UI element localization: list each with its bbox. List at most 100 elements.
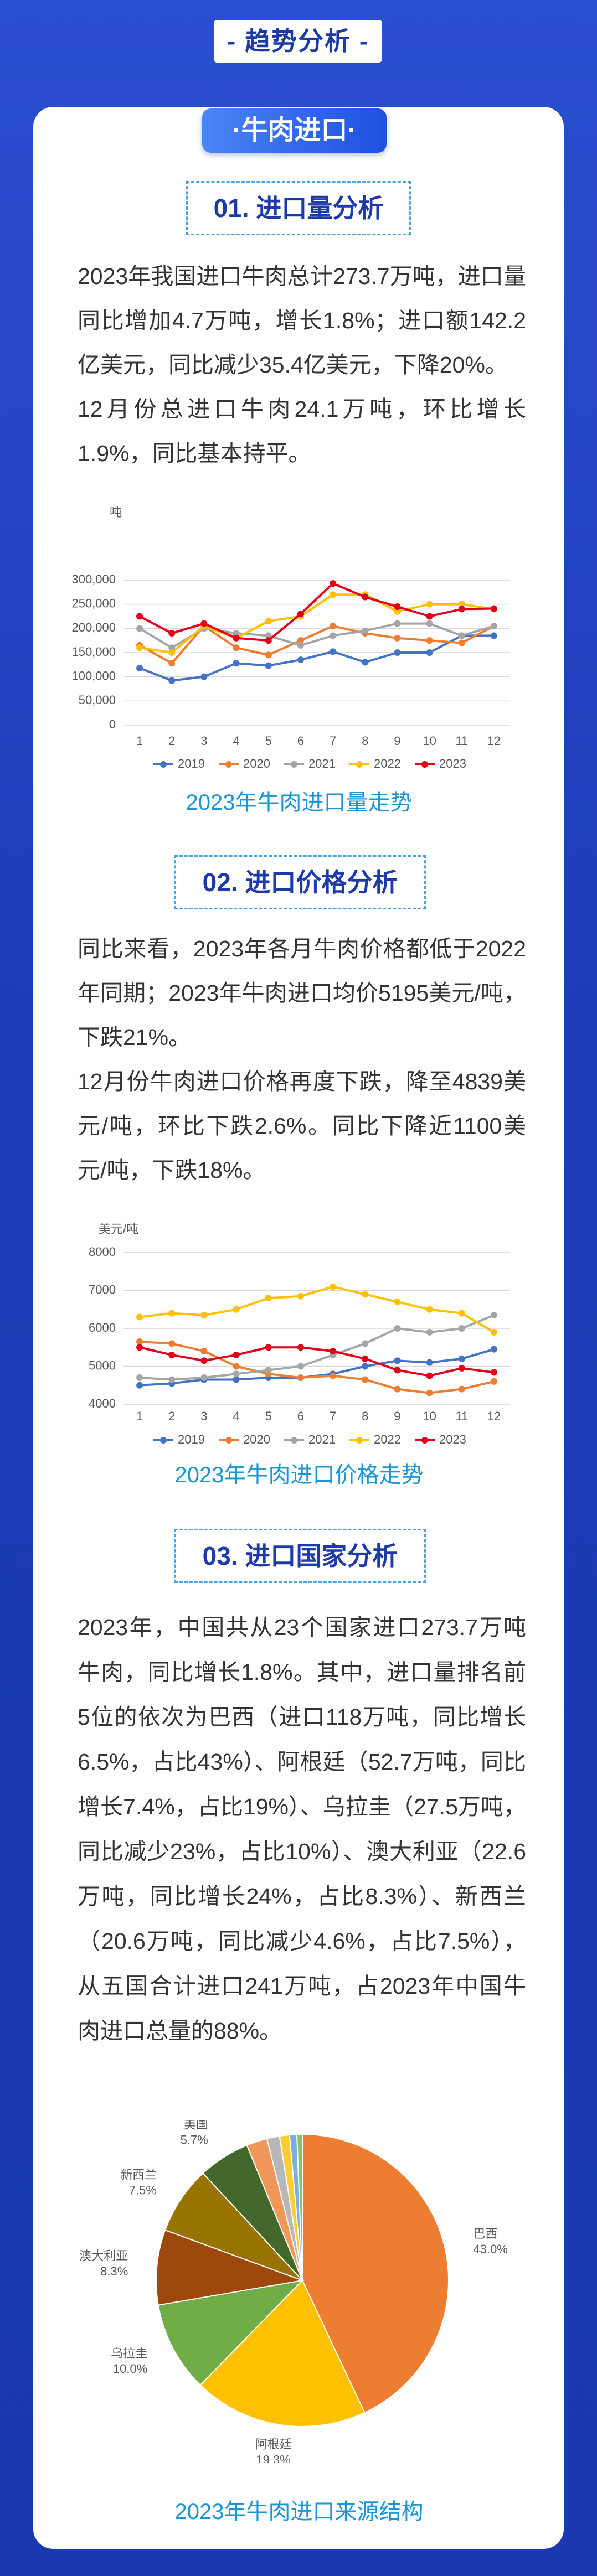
data-point (426, 601, 433, 608)
legend-marker (421, 1437, 428, 1444)
data-point (362, 1376, 369, 1383)
legend-marker (225, 761, 232, 768)
data-point (200, 620, 208, 627)
series-line (139, 634, 494, 682)
x-tick-label: 6 (297, 1409, 304, 1423)
x-tick-label: 2 (168, 734, 175, 748)
y-tick-label: 200,000 (71, 620, 116, 634)
y-tick-label: 0 (109, 717, 116, 731)
legend-label: 2023 (439, 1432, 466, 1446)
data-point (136, 1374, 143, 1382)
data-point (330, 632, 337, 639)
y-tick-label: 100,000 (71, 669, 116, 682)
data-point (233, 630, 240, 637)
data-point (297, 1344, 304, 1351)
data-point (394, 649, 401, 656)
data-point (265, 632, 272, 639)
data-point (426, 649, 433, 656)
data-point (200, 1374, 208, 1382)
paragraph-block: 2023年，中国共从23个国家进口273.7万吨牛肉，同比增长1.8%。其中，进… (78, 1605, 526, 2053)
legend-label: 2022 (374, 1432, 401, 1446)
data-point (297, 656, 304, 664)
data-point (265, 1295, 272, 1302)
slice-value-label: 10.0% (113, 2362, 147, 2376)
paragraph: 12月份牛肉进口价格再度下跌，降至4839美元/吨，环比下跌2.6%。同比下降近… (78, 1069, 526, 1183)
data-point (458, 601, 465, 608)
x-tick-label: 11 (455, 734, 468, 748)
pie-slice (199, 2279, 366, 2427)
data-point (233, 660, 240, 667)
slice-label: 巴西 (473, 2227, 497, 2241)
y-tick-label: 250,000 (71, 596, 116, 610)
data-point (200, 1348, 208, 1355)
x-tick-label: 7 (330, 734, 336, 748)
x-tick-label: 5 (265, 734, 272, 748)
data-point (265, 637, 272, 644)
pie-slice (156, 2229, 305, 2306)
legend-label: 2022 (374, 757, 401, 770)
data-point (394, 608, 401, 615)
data-point (136, 613, 143, 620)
data-point (233, 1363, 240, 1370)
data-point (136, 1382, 143, 1389)
data-point (297, 1363, 304, 1370)
data-point (168, 644, 176, 651)
data-point (458, 639, 465, 646)
x-tick-label: 6 (297, 734, 304, 748)
data-point (426, 613, 433, 620)
legend-marker (421, 761, 428, 768)
x-tick-label: 9 (394, 1409, 400, 1423)
x-tick-label: 9 (394, 734, 400, 748)
y-axis-unit: 吨 (110, 505, 122, 519)
chart-caption: 2023年牛肉进口来源结构 (174, 2500, 424, 2524)
slice-value-label: 43.0% (473, 2242, 507, 2256)
legend-marker (225, 1437, 232, 1444)
data-point (136, 1313, 143, 1321)
data-point (136, 1338, 143, 1345)
x-tick-label: 3 (200, 1409, 207, 1423)
data-point (297, 1292, 304, 1300)
x-tick-label: 10 (423, 1409, 436, 1423)
x-tick-label: 12 (487, 734, 501, 748)
legend-label: 2021 (308, 1432, 336, 1446)
data-point (362, 1291, 369, 1298)
data-point (394, 620, 401, 627)
data-point (394, 1367, 401, 1374)
data-point (394, 1357, 401, 1364)
legend-marker (160, 1437, 167, 1444)
slice-value-label: 19.3% (256, 2453, 290, 2463)
data-point (458, 1364, 465, 1372)
x-tick-label: 8 (362, 1409, 368, 1423)
pie-slice (164, 2172, 303, 2281)
y-tick-label: 6000 (89, 1321, 116, 1334)
data-point (233, 1376, 240, 1383)
data-point (458, 606, 465, 613)
paragraph-block: 2023年我国进口牛肉总计273.7万吨，进口量同比增加4.7万吨，增长1.8%… (78, 254, 526, 475)
legend-marker (356, 1437, 363, 1444)
y-tick-label: 7000 (89, 1282, 116, 1296)
data-point (168, 1351, 176, 1358)
data-point (458, 632, 465, 639)
data-point (362, 1340, 369, 1347)
data-point (330, 591, 337, 598)
data-point (297, 642, 304, 649)
x-tick-label: 10 (423, 734, 436, 748)
x-tick-label: 3 (200, 734, 207, 748)
section-heading: 03. 进口国家分析 (174, 1529, 426, 1583)
data-point (136, 625, 143, 632)
data-point (362, 627, 369, 634)
paragraph: 2023年我国进口牛肉总计273.7万吨，进口量同比增加4.7万吨，增长1.8%… (78, 263, 526, 377)
data-point (490, 1328, 497, 1336)
data-point (426, 1328, 433, 1336)
legend-label: 2019 (178, 757, 205, 770)
page-header: - 趋势分析 - (214, 20, 382, 63)
data-point (490, 1312, 497, 1319)
x-tick-label: 7 (330, 1409, 336, 1423)
x-tick-label: 2 (168, 1409, 175, 1423)
series-line (139, 582, 494, 642)
y-tick-label: 150,000 (71, 645, 116, 659)
data-point (362, 1355, 369, 1362)
data-point (330, 648, 337, 655)
data-point (490, 605, 497, 612)
data-point (426, 620, 433, 627)
